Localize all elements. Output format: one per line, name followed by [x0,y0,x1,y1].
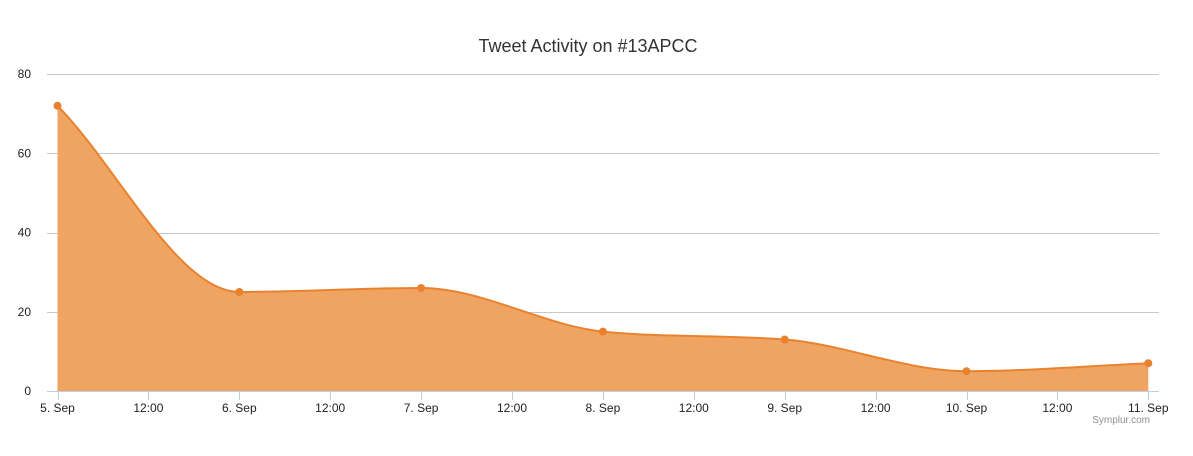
x-tick-label: 12:00 [315,401,345,415]
y-tick-label: 20 [18,305,32,319]
x-tick-label: 12:00 [861,401,891,415]
data-point[interactable] [53,101,62,110]
x-tick-label: 12:00 [497,401,527,415]
x-tick-label: 8. Sep [586,401,621,415]
data-point[interactable] [780,335,789,344]
y-axis: 0 20 40 60 80 [18,67,32,398]
series-area-fill [57,105,1149,391]
data-point[interactable] [962,367,971,376]
x-tick-label: 5. Sep [40,401,75,415]
data-point[interactable] [235,287,244,296]
y-tick-label: 80 [18,67,32,81]
grid-lines [47,74,1159,313]
x-tick-label: 7. Sep [404,401,439,415]
x-tick-label: 9. Sep [767,401,802,415]
y-tick-label: 60 [18,146,32,160]
data-point[interactable] [598,327,607,336]
x-tick-label: 12:00 [679,401,709,415]
data-point[interactable] [417,283,426,292]
credit-label[interactable]: Symplur.com [1092,415,1150,426]
x-tick-label: 11. Sep [1128,401,1169,415]
x-tick-label: 12:00 [133,401,163,415]
x-tick-label: 6. Sep [222,401,257,415]
chart-title: Tweet Activity on #13APCC [478,36,697,56]
x-tick-label: 12:00 [1042,401,1072,415]
y-tick-label: 40 [18,226,32,240]
x-axis: 5. Sep 12:00 6. Sep 12:00 7. Sep 12:00 8. Sep 1… [40,391,1169,415]
y-tick-label: 0 [24,384,31,398]
series-area [53,101,1153,391]
data-point[interactable] [1144,359,1153,368]
x-tick-label: 10. Sep [946,401,988,415]
